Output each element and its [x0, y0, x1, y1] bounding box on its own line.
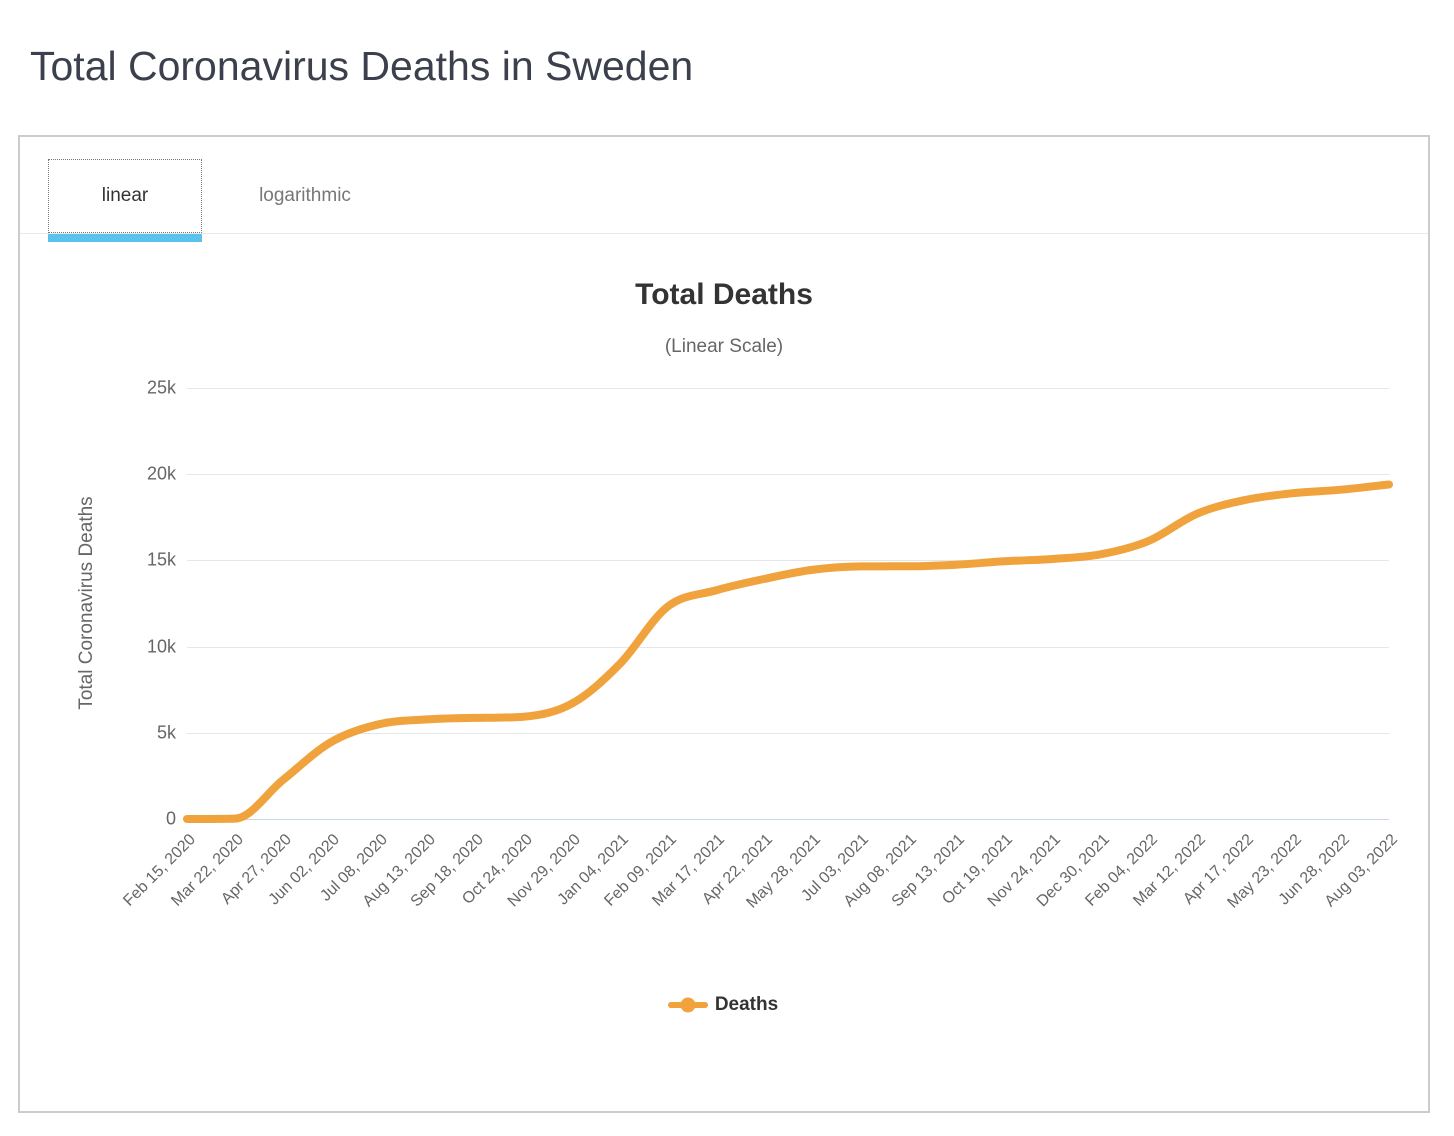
y-axis-labels: 0 5k 10k 15k 20k 25k	[0, 378, 176, 829]
tab-linear[interactable]: linear	[48, 159, 202, 233]
legend-marker-icon	[667, 997, 708, 1013]
chart-card: linear logarithmic	[18, 135, 1430, 1113]
legend-item-deaths[interactable]: Deaths	[0, 994, 1448, 1016]
gridline	[187, 388, 1389, 389]
gridlines	[187, 388, 1389, 820]
active-tab-underline	[48, 234, 202, 242]
y-axis-tick-label: 5k	[156, 722, 176, 743]
gridline	[187, 732, 1389, 734]
x-axis-line	[187, 819, 1389, 820]
tabs-divider	[20, 233, 1428, 234]
y-axis-tick-label: 25k	[146, 377, 176, 398]
tab-logarithmic[interactable]: logarithmic	[259, 185, 351, 206]
chart-subtitle: (Linear Scale)	[664, 336, 784, 357]
page-title: Total Coronavirus Deaths in Sweden	[30, 43, 694, 90]
plot-area[interactable]	[183, 388, 1393, 823]
chart-title: Total Deaths	[635, 278, 813, 311]
y-axis-tick-label: 10k	[146, 636, 176, 657]
y-axis-tick-label: 20k	[146, 463, 176, 484]
gridline	[187, 560, 1389, 562]
gridline	[187, 474, 1389, 476]
deaths-line-series[interactable]	[183, 480, 1393, 823]
gridline	[187, 646, 1389, 648]
y-axis-tick-label: 15k	[146, 549, 176, 570]
y-axis-tick-label: 0	[165, 808, 176, 829]
legend-label: Deaths	[714, 994, 779, 1015]
